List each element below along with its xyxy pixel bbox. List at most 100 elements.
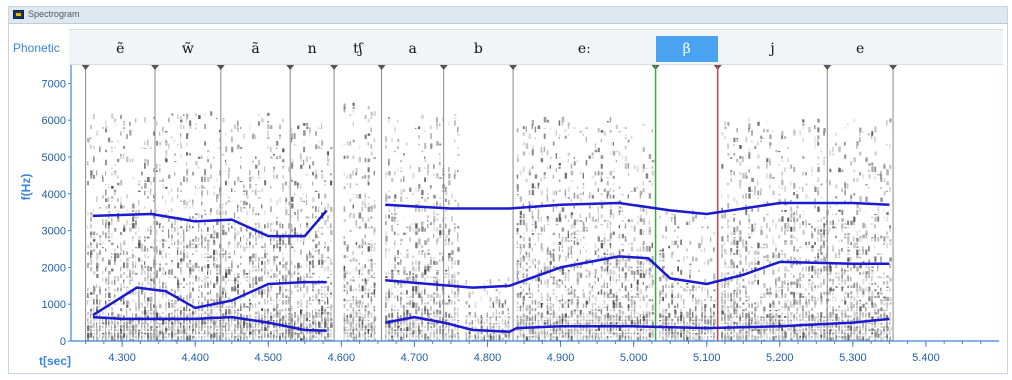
spectrogram-cell (567, 319, 570, 322)
spectrogram-cell (671, 253, 673, 259)
spectrogram-cell (651, 312, 654, 315)
phonetic-segment[interactable]: ẽ (116, 41, 125, 57)
spectrogram-cell (564, 328, 567, 332)
spectrogram-cell (288, 332, 290, 338)
spectrogram-cell (486, 321, 488, 325)
spectrogram-cell (430, 299, 432, 302)
phonetic-segment[interactable]: w̃ (181, 41, 194, 57)
spectrogram-cell (231, 318, 233, 325)
spectrogram-cell (276, 304, 279, 308)
spectrogram-cell (147, 328, 149, 332)
spectrogram-cell (111, 150, 113, 153)
spectrogram-cell (651, 316, 653, 318)
spectrogram-cell (612, 300, 615, 305)
spectrogram-cell (276, 312, 279, 318)
spectrogram-cell (659, 298, 661, 305)
spectrogram-cell (267, 289, 270, 295)
spectrogram-cell (246, 190, 248, 196)
spectrogram-cell (349, 311, 352, 315)
spectrogram-cell (361, 333, 365, 338)
spectrogram-cell (210, 326, 212, 328)
spectrogram-cell (724, 249, 727, 255)
spectrogram-cell (144, 312, 147, 318)
spectrogram-cell (276, 147, 278, 149)
spectrogram-cell (270, 156, 273, 159)
spectrogram-cell (267, 259, 269, 262)
phonetic-segment[interactable]: β (655, 36, 718, 62)
spectrogram-cell (327, 203, 330, 209)
phonetic-segment[interactable]: a (408, 41, 417, 57)
phonetic-segment[interactable]: eː (577, 41, 591, 57)
spectrogram-cell (609, 221, 612, 226)
spectrogram-cell (421, 329, 423, 332)
spectrogram-cell (237, 321, 240, 328)
spectrogram-cell (279, 261, 281, 265)
spectrogram-cell (180, 282, 183, 285)
title-bar[interactable]: Spectrogram (9, 7, 1007, 24)
spectrogram-cell (367, 158, 371, 163)
spectrogram-cell (198, 115, 201, 120)
spectrogram-cell (252, 321, 255, 325)
spectrogram-cell (692, 256, 694, 262)
spectrogram-cell (546, 284, 549, 288)
spectrogram-cell (642, 336, 644, 338)
spectrogram-cell (528, 284, 530, 288)
spectrogram-cell (409, 332, 412, 335)
spectrogram-cell (721, 226, 724, 229)
spectrogram-cell (162, 293, 164, 295)
spectrogram-cell (306, 337, 308, 341)
spectrogram-cell (504, 319, 507, 325)
spectrogram-cell (710, 335, 713, 338)
spectrogram-cell (111, 186, 114, 189)
spectrogram-cell (273, 154, 275, 156)
spectrogram-cell (480, 325, 483, 331)
spectrogram-cell (704, 278, 707, 285)
phonetic-segment[interactable]: j (770, 41, 775, 57)
spectrogram-cell (120, 202, 122, 206)
spectrogram-cell (318, 337, 320, 341)
spectrogram-cell (555, 217, 558, 222)
spectrogram-cell (309, 330, 312, 335)
spectrogram-cell (231, 332, 233, 338)
spectrogram-cell (421, 311, 424, 315)
spectrogram-cell (724, 275, 726, 279)
spectrogram-cell (186, 294, 189, 298)
spectrogram-cell (739, 336, 741, 338)
spectrogram-cell (549, 250, 551, 255)
phonetic-segment[interactable]: tʃ (353, 41, 363, 57)
spectrogram-cell (132, 223, 135, 229)
spectrogram-cell (165, 141, 168, 146)
phonetic-tier[interactable]: ẽ w̃ ã n tʃ a b eː β j e (69, 29, 1003, 65)
phonetic-segment[interactable]: ã (251, 41, 260, 57)
spectrogram-cell (355, 220, 357, 226)
spectrogram-cell (343, 275, 346, 282)
spectrogram-cell (537, 277, 540, 282)
spectrogram-cell (153, 310, 155, 315)
spectrogram-cell (683, 255, 685, 262)
phonetic-segment[interactable]: e (856, 41, 865, 57)
spectrogram-cell (210, 335, 213, 341)
spectrogram-cell (606, 336, 609, 338)
phonetic-segment[interactable]: n (307, 41, 317, 57)
spectrogram-cell (683, 316, 685, 322)
spectrogram-cell (204, 209, 207, 212)
phonetic-segment[interactable]: b (473, 41, 483, 57)
spectrogram-cell (576, 233, 579, 235)
spectrogram-cell (603, 293, 606, 298)
spectrogram-cell (707, 288, 709, 295)
spectrogram-cell (645, 173, 649, 179)
spectrogram-cell (255, 322, 257, 325)
spectrogram-cell (582, 246, 584, 249)
spectrogram-cell (409, 321, 411, 325)
spectrogram-cell (324, 323, 327, 328)
spectrogram-cell (609, 336, 612, 338)
spectrogram-cell (276, 264, 278, 269)
spectrogram-cell (713, 323, 715, 328)
spectrogram-cell (370, 322, 373, 328)
spectrogram-cell (403, 216, 405, 219)
spectrogram-cell (273, 213, 275, 216)
spectrogram-cell (394, 331, 397, 335)
spectrogram-cell (138, 183, 141, 186)
spectrogram-cell (361, 200, 364, 206)
